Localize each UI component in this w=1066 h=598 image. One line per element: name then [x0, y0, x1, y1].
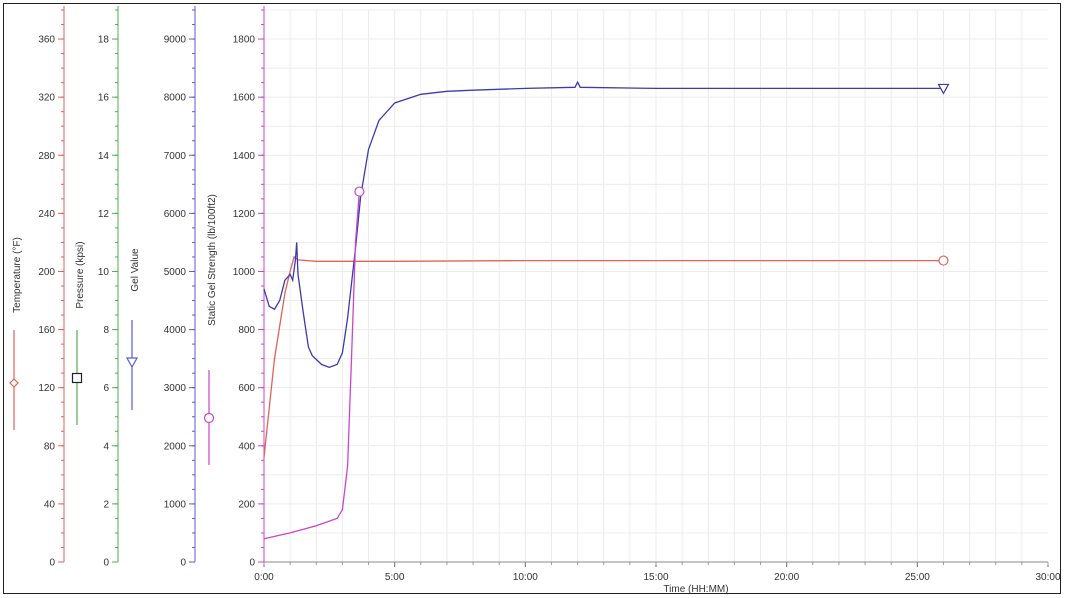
gel-tick-label: 4000: [164, 325, 187, 336]
gel-tick-label: 6000: [164, 209, 187, 220]
x-tick-label: 20:00: [774, 572, 799, 583]
press-axis-title: Pressure (kpsi): [75, 241, 86, 308]
temp-tick-label: 320: [38, 93, 55, 104]
temp-tick-label: 240: [38, 209, 55, 220]
temp-axis-title: Temperature (°F): [12, 237, 23, 313]
gel-series-marker: [937, 83, 950, 95]
press-tick-label: 10: [98, 267, 110, 278]
gel-tick-label: 5000: [164, 267, 187, 278]
sgs-tick-label: 0: [249, 558, 255, 569]
sgs-series-marker: [354, 186, 365, 197]
temp-tick-label: 160: [38, 325, 55, 336]
press-tick-label: 6: [103, 383, 109, 394]
temp-legend-marker: [9, 378, 19, 388]
gel-tick-label: 1000: [164, 499, 187, 510]
gel-legend-marker: [125, 357, 139, 369]
temp-tick-label: 120: [38, 383, 55, 394]
temp-tick-label: 200: [38, 267, 55, 278]
sgs-tick-label: 600: [238, 383, 255, 394]
x-tick-label: 30:00: [1035, 572, 1060, 583]
press-tick-label: 4: [103, 441, 109, 452]
press-legend-marker: [71, 372, 83, 384]
x-axis-title: Time (HH:MM): [663, 584, 728, 595]
temp-series-line: [263, 255, 944, 458]
x-tick-label: 10:00: [513, 572, 538, 583]
gel-tick-label: 0: [180, 558, 186, 569]
temp-tick-label: 280: [38, 151, 55, 162]
gel-tick-label: 7000: [164, 151, 187, 162]
press-tick-label: 2: [103, 499, 109, 510]
gel-tick-label: 3000: [164, 383, 187, 394]
gel-tick-label: 8000: [164, 93, 187, 104]
x-tick-label: 0:00: [254, 572, 274, 583]
sgs-tick-label: 400: [238, 441, 255, 452]
sgs-tick-label: 1600: [233, 93, 256, 104]
temp-series-marker: [938, 255, 949, 266]
sgs-tick-label: 800: [238, 325, 255, 336]
chart-frame: [3, 3, 1061, 594]
sgs-axis-title: Static Gel Strength (lb/100ft2): [207, 194, 218, 326]
press-tick-label: 18: [98, 35, 110, 46]
gel-tick-label: 2000: [164, 441, 187, 452]
sgs-legend-marker: [203, 412, 215, 424]
x-tick-label: 5:00: [385, 572, 405, 583]
sgs-tick-label: 200: [238, 499, 255, 510]
sgs-tick-label: 1400: [233, 151, 256, 162]
gel-series-line: [263, 80, 944, 368]
press-tick-label: 16: [98, 93, 110, 104]
temp-tick-label: 80: [44, 441, 56, 452]
x-tick-label: 25:00: [905, 572, 930, 583]
sgs-tick-label: 1000: [233, 267, 256, 278]
temp-tick-label: 0: [49, 558, 55, 569]
sgs-series-line: [263, 191, 361, 540]
sgs-tick-label: 1200: [233, 209, 256, 220]
press-tick-label: 0: [103, 558, 109, 569]
press-tick-label: 14: [98, 151, 110, 162]
gel-tick-label: 9000: [164, 35, 187, 46]
press-tick-label: 8: [103, 325, 109, 336]
press-tick-label: 12: [98, 209, 110, 220]
gel-axis-title: Gel Value: [130, 248, 141, 292]
x-tick-label: 15:00: [643, 572, 668, 583]
temp-tick-label: 360: [38, 35, 55, 46]
temp-tick-label: 40: [44, 499, 56, 510]
sgs-tick-label: 1800: [233, 35, 256, 46]
